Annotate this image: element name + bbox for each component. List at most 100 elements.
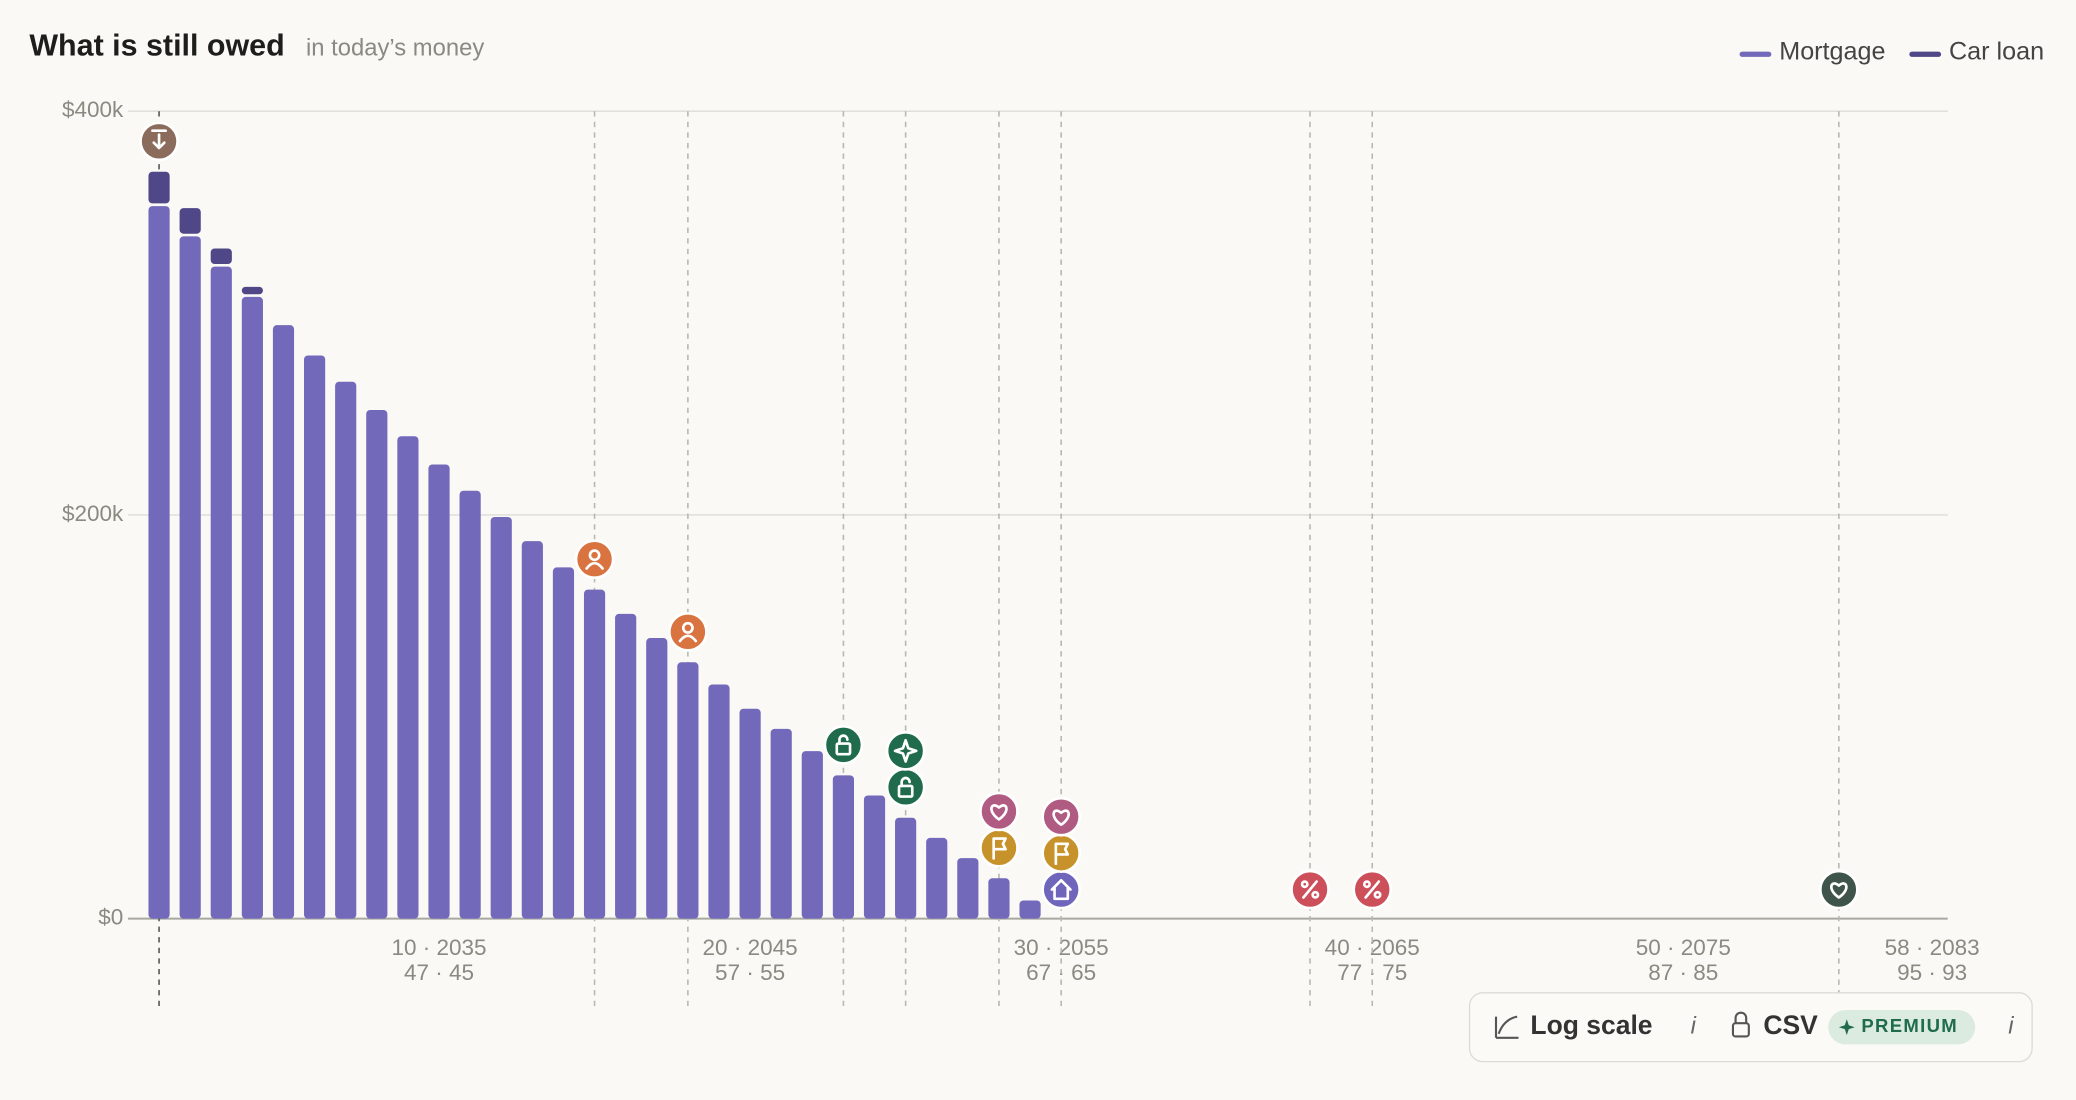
bar [615,613,637,919]
bar [677,662,699,919]
icon-part [893,738,918,763]
icon-part [897,784,914,798]
csv-label: CSV [1763,1010,1818,1040]
event-icon [1830,882,1848,899]
icon-part [1052,809,1070,826]
csv-button[interactable]: CSV PREMIUM [1731,1009,1976,1045]
icon-part [1054,842,1070,866]
info[interactable]: i [1691,1012,1697,1039]
bar [490,516,512,919]
legend-label: Mortgage [1779,38,1885,66]
log-scale-toggle[interactable]: Log scale [1494,1010,1653,1040]
event-marker [668,611,708,652]
event-icon [893,738,918,763]
event-marker-circle [1041,869,1082,910]
chart-title: What is still owed [29,29,284,63]
event-marker-circle [885,767,926,808]
event-marker [979,791,1019,832]
y-tick-label: $400k [62,97,124,122]
bar [148,206,170,919]
icon-part [990,804,1008,821]
event-marker [979,827,1019,868]
legend-label: Car loan [1949,38,2044,66]
event-icon [585,549,604,570]
legend: Mortgage Car loan [1739,38,2044,66]
lock-icon [1731,1022,1750,1038]
event-marker [1041,796,1082,837]
event-marker-circle [885,731,926,771]
x-tick-label: 50 · 2075 [1636,935,1731,960]
bar [926,837,948,919]
bar [1019,900,1041,919]
icon-part [838,734,849,745]
bar [583,589,606,919]
bar [552,567,575,919]
info[interactable]: i [2008,1012,2014,1039]
event-marker-circle [823,725,864,765]
event-marker [1290,869,1330,910]
bar [148,171,170,204]
icon-part [1364,880,1381,899]
premium-label: PREMIUM [1861,1015,1958,1036]
icon-part [1311,890,1320,899]
bar [459,490,481,919]
bar [801,751,823,919]
bar [770,728,792,919]
bar [179,208,201,234]
icon-part [1362,880,1371,889]
bar [241,286,263,295]
icon-part [1373,890,1382,899]
sparkle-icon [1838,1019,1855,1036]
event-icon [151,129,168,150]
bar [957,858,979,919]
bar [708,684,730,919]
bar [832,775,855,919]
x-tick-sublabel: 95 · 93 [1897,960,1967,985]
icon-part [1302,880,1318,899]
lock-icon [1734,1011,1748,1024]
bar [272,325,295,919]
bar [304,355,326,919]
icon-part [1830,882,1848,899]
y-tick-label: $0 [98,905,123,930]
y-tick-label: $200k [62,501,124,526]
event-icon [897,776,914,798]
event-marker [139,121,179,162]
icon-part [835,742,852,756]
bar [895,817,917,919]
bar [521,541,543,919]
bar [397,436,419,919]
icon-part [678,634,698,643]
event-marker-circle [1041,796,1082,837]
event-icon [1362,880,1382,899]
x-tick-label: 20 · 2045 [703,935,798,960]
chart-subtitle: in today’s money [306,34,484,61]
event-marker [823,725,864,765]
event-marker [1352,869,1393,910]
icon-part [1050,878,1072,901]
event-icon [1054,842,1070,866]
icon-part [900,776,911,788]
bar [988,878,1010,919]
bar [210,248,232,264]
x-tick-sublabel: 57 · 55 [715,960,785,985]
x-tick-sublabel: 47 · 45 [404,960,474,985]
icon-part [681,621,694,634]
icon-part [585,561,604,570]
x-tick-label: 10 · 2035 [391,935,486,960]
log-icon [1494,1015,1519,1039]
event-marker [1041,869,1082,910]
event-icon [1052,809,1070,826]
event-marker [885,767,926,808]
icon-part [1300,880,1309,889]
bar [646,638,668,919]
bar [335,381,357,919]
toolbar: Log scale i CSV PREMIUM i [1468,992,2033,1063]
event-marker [1818,869,1859,910]
bar [863,795,886,919]
event-icon [835,734,852,756]
event-icon [992,837,1007,860]
bar [739,708,761,919]
